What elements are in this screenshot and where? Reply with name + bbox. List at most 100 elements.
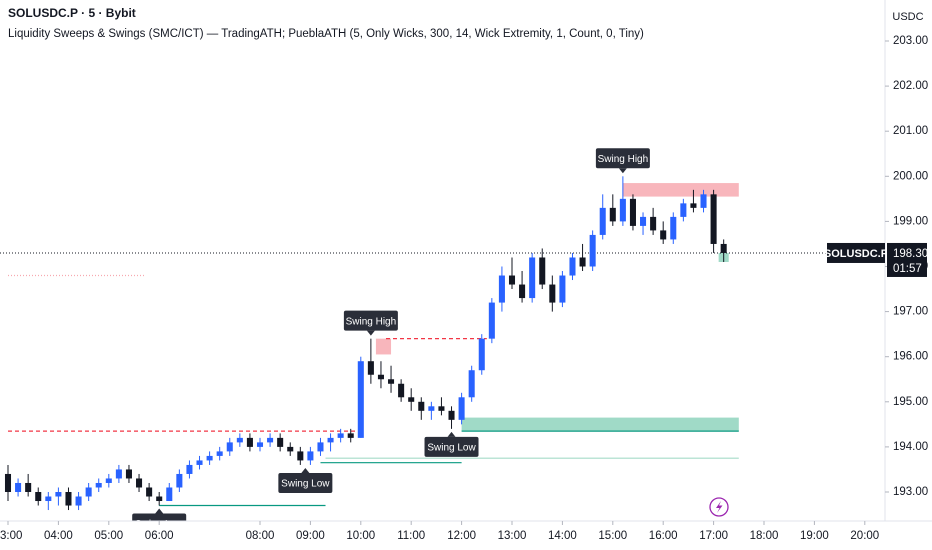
candle-body (136, 478, 143, 488)
candle-body (680, 203, 687, 217)
candle-body (236, 437, 243, 443)
y-tick-label: 202.00 (893, 80, 928, 92)
annotation-pointer (301, 467, 310, 473)
candle-body (690, 203, 697, 208)
candle-body (559, 275, 566, 303)
candle-body (4, 473, 12, 492)
candle-body (458, 397, 465, 420)
candle-body (539, 257, 546, 285)
annotation-box (343, 310, 398, 331)
candle-body (45, 496, 52, 502)
candle-body (549, 284, 556, 303)
candle-body (95, 482, 102, 488)
candle-body (640, 216, 647, 226)
candle-body (357, 361, 364, 438)
annotation-label: Swing Low (135, 519, 184, 530)
chart-title: SOLUSDC.P · 5 · Bybit (8, 6, 136, 20)
x-tick-label: 14:00 (548, 530, 577, 542)
candle-body (619, 198, 626, 222)
annotation-label: Swing High (598, 154, 649, 165)
plot-area: Swing Low Swing Low Swing High Swing Low Swi… (0, 148, 885, 530)
x-tick-label: 03:00 (0, 530, 22, 542)
x-tick-label: 15:00 (598, 530, 627, 542)
symbol-label-box (827, 242, 885, 263)
candle-body (115, 469, 122, 479)
x-tick-label: 12:00 (447, 530, 476, 542)
candle-body (277, 437, 284, 447)
annotation-box (132, 513, 187, 521)
x-tick-label: 11:00 (397, 530, 425, 542)
candle-body (498, 275, 505, 303)
y-tick-label: 203.00 (893, 35, 928, 47)
candle-body (609, 207, 616, 222)
x-tick-label: 09:00 (296, 530, 325, 542)
last-price-label: 198.30 (893, 248, 928, 260)
candle-body (529, 257, 536, 299)
candle-body (670, 216, 677, 240)
candle-body (125, 469, 132, 479)
annotation-label: Swing Low (427, 443, 476, 454)
candle-body (438, 406, 445, 411)
last-price-box (887, 242, 927, 277)
x-tick-label: 10:00 (346, 530, 375, 542)
candle-body (246, 437, 253, 447)
candle-body (478, 338, 485, 371)
candle-body (388, 379, 395, 384)
indicator-label: Liquidity Sweeps & Swings (SMC/ICT) — Tr… (8, 28, 644, 40)
x-tick-label: 20:00 (850, 530, 879, 542)
lightning-icon[interactable] (709, 497, 729, 517)
icon-circle (709, 497, 729, 517)
candle-body (317, 442, 324, 452)
candle-body (267, 437, 274, 443)
candle-body (176, 473, 183, 488)
candle-body (367, 361, 374, 375)
candle-body (650, 216, 657, 231)
liquidity-zone (622, 183, 739, 197)
x-tick-label: 13:00 (498, 530, 527, 542)
candle-body (589, 234, 596, 267)
annotation-pointer (447, 431, 456, 437)
candle-body (35, 492, 42, 502)
candle-body (398, 383, 405, 398)
x-tick-label: 17:00 (699, 530, 728, 542)
annotation-label: Swing Low (281, 479, 330, 490)
annotation-pointer (155, 508, 164, 514)
swing-annotation: Swing Low (424, 431, 479, 457)
liquidity-zone (375, 338, 392, 355)
y-tick-label: 195.00 (893, 396, 928, 408)
candle-body (166, 487, 173, 502)
candle-body (206, 455, 213, 461)
swing-annotation: Swing High (595, 148, 650, 174)
annotation-box (424, 436, 479, 457)
candle-body (156, 496, 163, 502)
candle-body (297, 451, 304, 461)
candle-body (710, 194, 717, 244)
x-tick-label: 05:00 (94, 530, 123, 542)
candle-body (226, 442, 233, 452)
candle-body (448, 410, 455, 420)
candle-body (418, 401, 425, 411)
symbol-label: SOLUSDC.P (824, 248, 888, 260)
candle-body (468, 370, 475, 398)
swing-annotation: Swing High (343, 310, 398, 336)
candle-body (216, 451, 223, 456)
candle-body (347, 433, 354, 438)
candle-body (519, 284, 526, 299)
candle-body (508, 275, 516, 285)
annotation-box (595, 148, 650, 169)
x-tick-label: 08:00 (246, 530, 275, 542)
countdown-label: 01:57 (893, 263, 922, 275)
candle-body (629, 198, 636, 226)
currency-label: USDC (892, 11, 923, 23)
y-tick-label: 196.00 (893, 351, 928, 363)
y-tick-label: 199.00 (893, 215, 928, 227)
candle-body (700, 194, 707, 208)
x-tick-label: 19:00 (800, 530, 829, 542)
candle-body (256, 442, 264, 447)
x-tick-label: 18:00 (750, 530, 779, 542)
candle-body (196, 460, 203, 465)
swing-annotation: Swing Low (132, 508, 187, 530)
y-tick-label: 200.00 (893, 170, 928, 182)
